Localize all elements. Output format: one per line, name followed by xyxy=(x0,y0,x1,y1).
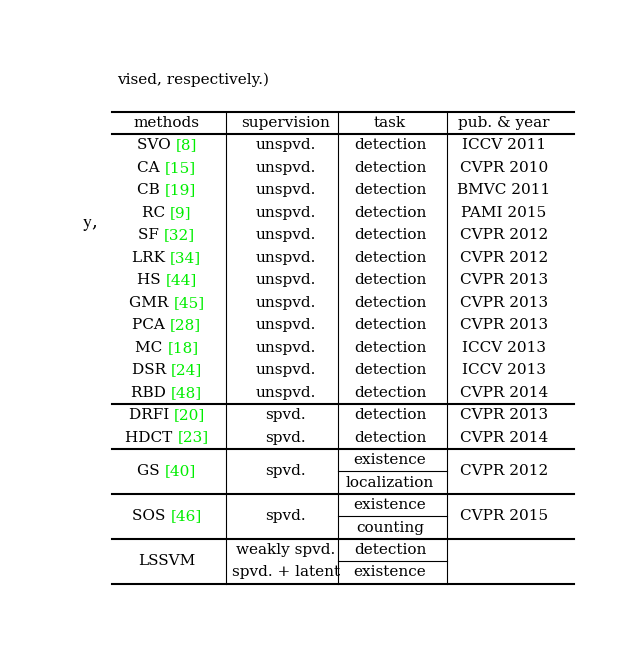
Text: weakly spvd.: weakly spvd. xyxy=(236,543,335,557)
Text: task: task xyxy=(374,116,406,130)
Text: spvd.: spvd. xyxy=(266,408,306,422)
Text: unspvd.: unspvd. xyxy=(255,363,316,377)
Text: detection: detection xyxy=(354,318,426,332)
Text: detection: detection xyxy=(354,183,426,197)
Text: detection: detection xyxy=(354,386,426,399)
Text: [28]: [28] xyxy=(170,318,201,332)
Text: MC: MC xyxy=(135,341,167,355)
Text: unspvd.: unspvd. xyxy=(255,341,316,355)
Text: [45]: [45] xyxy=(173,296,205,309)
Text: CVPR 2013: CVPR 2013 xyxy=(460,318,548,332)
Text: HDCT: HDCT xyxy=(125,430,177,445)
Text: CVPR 2012: CVPR 2012 xyxy=(460,464,548,478)
Text: [44]: [44] xyxy=(165,273,196,287)
Text: [15]: [15] xyxy=(165,161,196,175)
Text: BMVC 2011: BMVC 2011 xyxy=(458,183,550,197)
Text: CVPR 2012: CVPR 2012 xyxy=(460,229,548,242)
Text: GS: GS xyxy=(138,464,165,478)
Text: existence: existence xyxy=(354,566,426,579)
Text: ICCV 2011: ICCV 2011 xyxy=(462,139,546,152)
Text: pub. & year: pub. & year xyxy=(458,116,550,130)
Text: unspvd.: unspvd. xyxy=(255,386,316,399)
Text: unspvd.: unspvd. xyxy=(255,296,316,309)
Text: unspvd.: unspvd. xyxy=(255,183,316,197)
Text: detection: detection xyxy=(354,341,426,355)
Text: unspvd.: unspvd. xyxy=(255,206,316,220)
Text: SVO: SVO xyxy=(137,139,175,152)
Text: DRFI: DRFI xyxy=(129,408,173,422)
Text: [9]: [9] xyxy=(170,206,191,220)
Text: detection: detection xyxy=(354,251,426,265)
Text: unspvd.: unspvd. xyxy=(255,139,316,152)
Text: detection: detection xyxy=(354,363,426,377)
Text: CVPR 2014: CVPR 2014 xyxy=(460,386,548,399)
Text: unspvd.: unspvd. xyxy=(255,251,316,265)
Text: localization: localization xyxy=(346,476,434,489)
Text: ICCV 2013: ICCV 2013 xyxy=(462,363,546,377)
Text: DSR: DSR xyxy=(132,363,171,377)
Text: detection: detection xyxy=(354,296,426,309)
Text: [23]: [23] xyxy=(177,430,209,445)
Text: CA: CA xyxy=(138,161,165,175)
Text: LRK: LRK xyxy=(132,251,170,265)
Text: GMR: GMR xyxy=(129,296,173,309)
Text: CVPR 2015: CVPR 2015 xyxy=(460,509,548,523)
Text: SOS: SOS xyxy=(132,509,170,523)
Text: [8]: [8] xyxy=(175,139,197,152)
Text: PAMI 2015: PAMI 2015 xyxy=(461,206,547,220)
Text: LSSVM: LSSVM xyxy=(138,555,195,568)
Text: [48]: [48] xyxy=(171,386,202,399)
Text: CVPR 2014: CVPR 2014 xyxy=(460,430,548,445)
Text: spvd. + latent: spvd. + latent xyxy=(232,566,340,579)
Text: unspvd.: unspvd. xyxy=(255,161,316,175)
Text: spvd.: spvd. xyxy=(266,464,306,478)
Text: CVPR 2013: CVPR 2013 xyxy=(460,273,548,287)
Text: detection: detection xyxy=(354,543,426,557)
Text: detection: detection xyxy=(354,229,426,242)
Text: [20]: [20] xyxy=(173,408,205,422)
Text: [18]: [18] xyxy=(167,341,198,355)
Text: vised, respectively.): vised, respectively.) xyxy=(117,73,269,87)
Text: [32]: [32] xyxy=(164,229,195,242)
Text: counting: counting xyxy=(356,520,424,535)
Text: [46]: [46] xyxy=(170,509,202,523)
Text: [34]: [34] xyxy=(170,251,202,265)
Text: CVPR 2012: CVPR 2012 xyxy=(460,251,548,265)
Text: HS: HS xyxy=(137,273,165,287)
Text: RC: RC xyxy=(142,206,170,220)
Text: supervision: supervision xyxy=(241,116,330,130)
Text: detection: detection xyxy=(354,430,426,445)
Text: RBD: RBD xyxy=(131,386,171,399)
Text: existence: existence xyxy=(354,453,426,467)
Text: unspvd.: unspvd. xyxy=(255,273,316,287)
Text: SF: SF xyxy=(138,229,164,242)
Text: detection: detection xyxy=(354,408,426,422)
Text: unspvd.: unspvd. xyxy=(255,318,316,332)
Text: [19]: [19] xyxy=(165,183,196,197)
Text: detection: detection xyxy=(354,161,426,175)
Text: detection: detection xyxy=(354,139,426,152)
Text: CVPR 2013: CVPR 2013 xyxy=(460,296,548,309)
Text: methods: methods xyxy=(134,116,200,130)
Text: unspvd.: unspvd. xyxy=(255,229,316,242)
Text: [40]: [40] xyxy=(165,464,196,478)
Text: CVPR 2010: CVPR 2010 xyxy=(460,161,548,175)
Text: existence: existence xyxy=(354,498,426,512)
Text: [24]: [24] xyxy=(171,363,202,377)
Text: detection: detection xyxy=(354,273,426,287)
Text: spvd.: spvd. xyxy=(266,430,306,445)
Text: spvd.: spvd. xyxy=(266,509,306,523)
Text: ICCV 2013: ICCV 2013 xyxy=(462,341,546,355)
Text: CB: CB xyxy=(138,183,165,197)
Text: CVPR 2013: CVPR 2013 xyxy=(460,408,548,422)
Text: $\mathcal{y},$: $\mathcal{y},$ xyxy=(83,215,97,233)
Text: detection: detection xyxy=(354,206,426,220)
Text: PCA: PCA xyxy=(132,318,170,332)
